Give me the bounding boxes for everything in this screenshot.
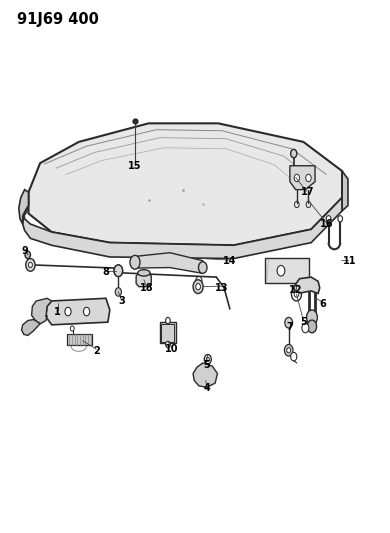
Circle shape	[291, 352, 297, 361]
Circle shape	[193, 280, 203, 294]
Circle shape	[302, 323, 309, 333]
Circle shape	[114, 265, 122, 277]
Circle shape	[196, 277, 202, 285]
Circle shape	[166, 317, 170, 324]
Circle shape	[277, 265, 285, 276]
Circle shape	[83, 308, 90, 316]
Text: 6: 6	[319, 298, 326, 309]
Bar	[161, 324, 174, 342]
Polygon shape	[294, 277, 320, 294]
Text: 18: 18	[140, 282, 153, 293]
Circle shape	[199, 262, 207, 273]
Text: 13: 13	[215, 282, 229, 293]
Text: 10: 10	[165, 344, 179, 354]
Circle shape	[285, 317, 292, 328]
Polygon shape	[193, 363, 218, 387]
Bar	[265, 258, 309, 284]
Polygon shape	[290, 166, 315, 190]
Circle shape	[291, 149, 297, 158]
Circle shape	[307, 310, 317, 325]
Ellipse shape	[138, 270, 150, 276]
Text: 5: 5	[203, 360, 210, 369]
Polygon shape	[46, 298, 110, 325]
Circle shape	[294, 174, 300, 182]
Polygon shape	[28, 123, 342, 245]
Text: 16: 16	[320, 219, 333, 229]
Circle shape	[114, 265, 122, 277]
Circle shape	[115, 288, 121, 296]
Text: 12: 12	[289, 285, 302, 295]
Circle shape	[204, 354, 211, 364]
Circle shape	[65, 308, 71, 316]
Circle shape	[284, 344, 293, 356]
Text: 3: 3	[118, 296, 125, 306]
Circle shape	[307, 320, 317, 333]
Text: 91J69 400: 91J69 400	[17, 12, 99, 27]
Circle shape	[196, 284, 200, 290]
Text: 4: 4	[203, 383, 210, 393]
Text: 15: 15	[128, 161, 142, 171]
Bar	[160, 322, 176, 343]
Circle shape	[287, 348, 291, 353]
Circle shape	[326, 216, 331, 222]
Circle shape	[291, 287, 301, 301]
Bar	[67, 334, 92, 345]
Circle shape	[25, 251, 30, 259]
Polygon shape	[19, 190, 28, 224]
Circle shape	[166, 341, 170, 348]
Text: 9: 9	[21, 246, 28, 256]
Circle shape	[28, 262, 32, 268]
Text: 14: 14	[223, 256, 237, 266]
Polygon shape	[136, 273, 151, 287]
Text: 2: 2	[93, 346, 99, 357]
Circle shape	[338, 216, 342, 222]
Polygon shape	[23, 192, 342, 259]
Text: 17: 17	[301, 187, 314, 197]
Circle shape	[306, 174, 311, 182]
Polygon shape	[342, 171, 348, 211]
Circle shape	[130, 255, 140, 269]
Circle shape	[206, 357, 209, 361]
Circle shape	[26, 259, 35, 271]
Polygon shape	[32, 298, 52, 324]
Text: 5: 5	[300, 317, 307, 327]
Polygon shape	[21, 319, 40, 335]
Text: 11: 11	[343, 256, 356, 266]
Text: 8: 8	[103, 267, 109, 277]
Circle shape	[70, 326, 74, 331]
Text: 7: 7	[287, 322, 293, 333]
Circle shape	[294, 291, 299, 297]
Polygon shape	[135, 253, 203, 273]
Text: 1: 1	[54, 306, 61, 317]
